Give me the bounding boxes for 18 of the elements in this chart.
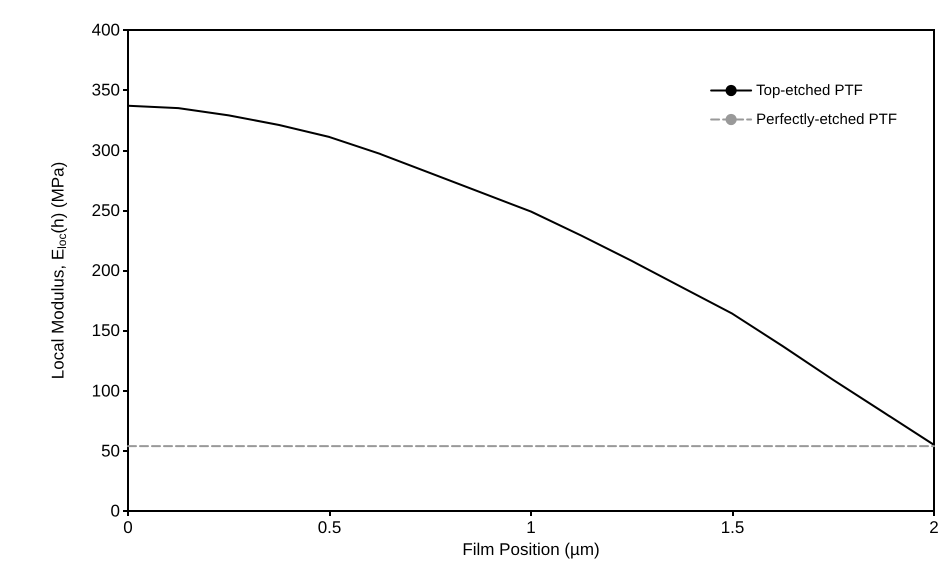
y-tick-label: 200 [92, 261, 120, 280]
x-tick-label: 2 [929, 518, 939, 537]
x-tick-label: 0 [123, 518, 133, 537]
x-axis-title: Film Position (µm) [462, 540, 600, 559]
y-tick-label: 100 [92, 381, 120, 400]
y-tick-label: 400 [92, 20, 120, 40]
y-tick-label: 50 [101, 441, 120, 460]
y-tick-label: 300 [92, 140, 120, 160]
y-tick-label: 150 [92, 321, 120, 340]
y-tick-label: 250 [92, 200, 120, 220]
y-axis-title: Local Modulus, Eloc(h) (MPa) [48, 162, 69, 380]
legend-label: Top-etched PTF [756, 82, 863, 99]
x-tick-label: 1.5 [720, 518, 744, 537]
y-tick-label: 0 [110, 502, 120, 520]
legend-label: Perfectly-etched PTF [756, 111, 898, 128]
x-tick-label: 1 [526, 518, 536, 537]
y-tick-label: 350 [92, 80, 120, 100]
x-tick-label: 0.5 [318, 518, 342, 537]
